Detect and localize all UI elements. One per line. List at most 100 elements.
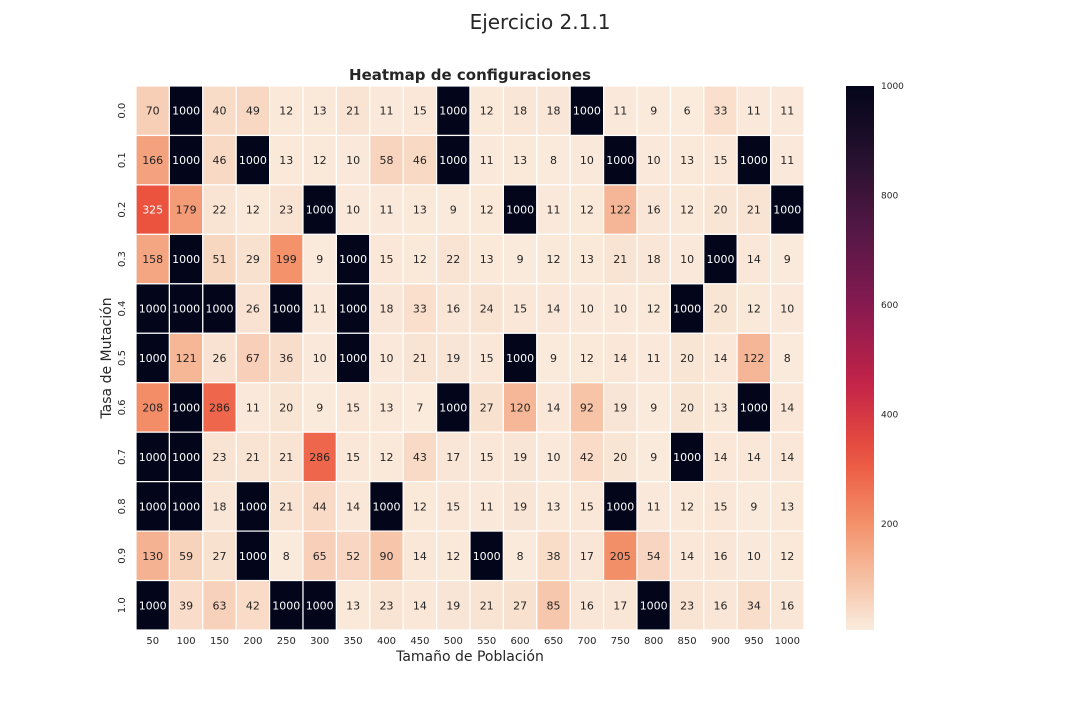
cell-value-label: 11 <box>647 500 661 513</box>
cell-value-label: 43 <box>413 451 427 464</box>
x-tick-label: 600 <box>511 636 530 647</box>
heatmap-cell <box>469 184 505 235</box>
heatmap-cell <box>168 283 204 334</box>
cell-value-label: 1000 <box>239 500 267 513</box>
cell-value-label: 1000 <box>306 204 334 217</box>
cell-value-label: 1000 <box>707 253 735 266</box>
cell-value-label: 1000 <box>239 550 267 563</box>
heatmap-cell <box>436 85 471 137</box>
cell-value-label: 23 <box>680 599 694 612</box>
heatmap-cell <box>636 481 672 532</box>
cell-value-label: 39 <box>179 599 193 612</box>
cell-value-label: 14 <box>747 451 761 464</box>
cell-value-label: 158 <box>142 253 163 266</box>
cell-value-label: 58 <box>380 154 394 167</box>
heatmap-cell <box>135 382 171 433</box>
y-tick-label: 0.6 <box>117 400 128 416</box>
heatmap-cell <box>335 530 371 582</box>
cell-value-label: 11 <box>547 204 561 217</box>
cell-value-label: 1000 <box>606 154 634 167</box>
y-tick-label: 0.3 <box>117 251 128 267</box>
cell-value-label: 12 <box>279 105 293 118</box>
heatmap-cell <box>168 332 204 384</box>
heatmap-cell <box>703 481 738 532</box>
heatmap-cell <box>502 382 538 433</box>
cell-value-label: 11 <box>613 105 627 118</box>
cell-value-label: 9 <box>316 401 323 414</box>
heatmap-cell <box>369 332 404 384</box>
cell-value-label: 11 <box>480 154 494 167</box>
cell-value-label: 19 <box>446 599 460 612</box>
x-tick-label: 800 <box>644 636 663 647</box>
cell-value-label: 33 <box>413 303 427 316</box>
cell-value-label: 15 <box>714 500 728 513</box>
x-tick-label: 450 <box>410 636 429 647</box>
cell-value-label: 9 <box>650 451 657 464</box>
heatmap-cell <box>135 134 171 186</box>
heatmap-cell <box>269 184 304 235</box>
cell-value-label: 20 <box>680 401 694 414</box>
y-tick-label: 0.4 <box>117 301 128 317</box>
cell-value-label: 12 <box>680 204 694 217</box>
cell-value-label: 1000 <box>339 253 367 266</box>
heatmap-cell <box>168 431 204 483</box>
cell-value-label: 10 <box>680 253 694 266</box>
heatmap-cell <box>669 579 705 631</box>
cell-value-label: 1000 <box>339 303 367 316</box>
cell-value-label: 1000 <box>139 599 167 612</box>
cell-value-label: 1000 <box>439 401 467 414</box>
heatmap-cell <box>436 579 471 631</box>
heatmap-cell <box>536 184 571 235</box>
heatmap-cell <box>502 85 538 137</box>
cell-value-label: 1000 <box>139 303 167 316</box>
heatmap-cell <box>469 579 505 631</box>
cell-value-label: 16 <box>714 599 728 612</box>
heatmap-cell <box>135 530 171 582</box>
heatmap-cell <box>669 283 705 334</box>
heatmap-cell <box>269 332 304 384</box>
heatmap-cell <box>569 579 605 631</box>
cell-value-label: 70 <box>146 105 160 118</box>
cell-value-label: 13 <box>547 500 561 513</box>
heatmap-cell <box>235 233 271 285</box>
cell-value-label: 12 <box>480 105 494 118</box>
heatmap-cell <box>469 283 505 334</box>
heatmap-cell <box>202 382 237 433</box>
heatmap-cell <box>736 579 772 631</box>
cell-value-label: 51 <box>213 253 227 266</box>
heatmap-cell <box>669 530 705 582</box>
x-tick-label: 350 <box>344 636 363 647</box>
cell-value-label: 18 <box>647 253 661 266</box>
heatmap-cell <box>269 431 304 483</box>
cell-value-label: 130 <box>142 550 163 563</box>
cell-value-label: 10 <box>747 550 761 563</box>
cell-value-label: 15 <box>380 253 394 266</box>
cell-value-label: 16 <box>647 204 661 217</box>
x-tick-label: 500 <box>444 636 463 647</box>
x-tick-label: 550 <box>477 636 496 647</box>
heatmap-cell <box>536 233 571 285</box>
cell-value-label: 166 <box>142 154 163 167</box>
cell-value-label: 19 <box>446 352 460 365</box>
y-tick-label: 0.2 <box>117 202 128 218</box>
cell-value-label: 10 <box>547 451 561 464</box>
heatmap-cell <box>135 233 171 285</box>
x-tick-label: 700 <box>577 636 596 647</box>
cell-value-label: 1000 <box>172 401 200 414</box>
heatmap-cell <box>602 233 638 285</box>
cell-value-label: 12 <box>413 253 427 266</box>
heatmap-cell <box>703 233 738 285</box>
cell-value-label: 199 <box>276 253 297 266</box>
cell-value-label: 21 <box>480 599 494 612</box>
heatmap-cell <box>335 382 371 433</box>
cell-value-label: 18 <box>213 500 227 513</box>
cell-value-label: 46 <box>213 154 227 167</box>
cell-value-label: 85 <box>547 599 561 612</box>
heatmap-cell <box>469 530 505 582</box>
heatmap-cell <box>168 530 204 582</box>
cell-value-label: 15 <box>513 303 527 316</box>
heatmap-cell <box>569 233 605 285</box>
cell-value-label: 21 <box>279 500 293 513</box>
y-axis-ticks: 0.0 0.1 0.2 0.3 0.4 0.5 0.6 0.7 0.8 0.9 1.0 <box>117 103 128 613</box>
heatmap-cell <box>402 283 438 334</box>
